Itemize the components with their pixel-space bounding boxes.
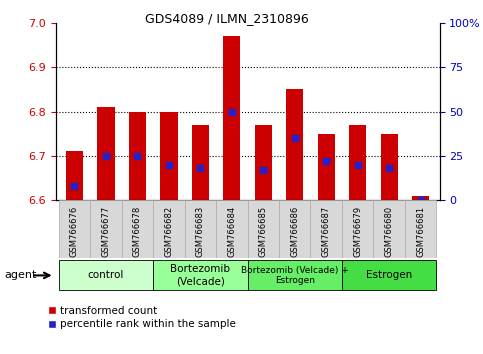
Bar [129, 112, 146, 200]
Bar [192, 125, 209, 200]
Bar [122, 200, 153, 258]
Text: Bortezomib (Velcade) +
Estrogen: Bortezomib (Velcade) + Estrogen [241, 266, 349, 285]
Text: GSM766678: GSM766678 [133, 206, 142, 257]
Bar [286, 90, 303, 200]
Bar [412, 195, 429, 200]
Text: control: control [88, 270, 124, 280]
Legend: transformed count, percentile rank within the sample: transformed count, percentile rank withi… [49, 306, 236, 329]
Bar [342, 200, 373, 258]
Text: Bortezomib
(Velcade): Bortezomib (Velcade) [170, 264, 230, 286]
Bar [255, 125, 272, 200]
Bar [66, 152, 83, 200]
Text: GSM766682: GSM766682 [164, 206, 173, 257]
Bar [223, 36, 241, 200]
Text: GSM766680: GSM766680 [384, 206, 394, 257]
Bar [279, 200, 311, 258]
Bar [59, 200, 90, 258]
Bar [153, 260, 248, 290]
Bar [248, 200, 279, 258]
Bar [216, 200, 248, 258]
Bar [153, 200, 185, 258]
Text: GSM766676: GSM766676 [70, 206, 79, 257]
Bar [160, 112, 178, 200]
Text: GSM766683: GSM766683 [196, 206, 205, 257]
Text: GDS4089 / ILMN_2310896: GDS4089 / ILMN_2310896 [145, 12, 309, 25]
Bar [381, 134, 398, 200]
Bar [185, 200, 216, 258]
Bar [373, 200, 405, 258]
Text: GSM766686: GSM766686 [290, 206, 299, 257]
Text: GSM766681: GSM766681 [416, 206, 425, 257]
Bar [97, 107, 114, 200]
Bar [311, 200, 342, 258]
Bar [405, 200, 436, 258]
Text: GSM766685: GSM766685 [259, 206, 268, 257]
Text: GSM766679: GSM766679 [353, 206, 362, 257]
Text: agent: agent [5, 270, 37, 280]
Bar [317, 134, 335, 200]
Text: GSM766684: GSM766684 [227, 206, 236, 257]
Text: GSM766687: GSM766687 [322, 206, 331, 257]
Bar [342, 260, 436, 290]
Bar [90, 200, 122, 258]
Bar [349, 125, 366, 200]
Bar [59, 260, 153, 290]
Text: GSM766677: GSM766677 [101, 206, 111, 257]
Text: Estrogen: Estrogen [366, 270, 412, 280]
Bar [248, 260, 342, 290]
